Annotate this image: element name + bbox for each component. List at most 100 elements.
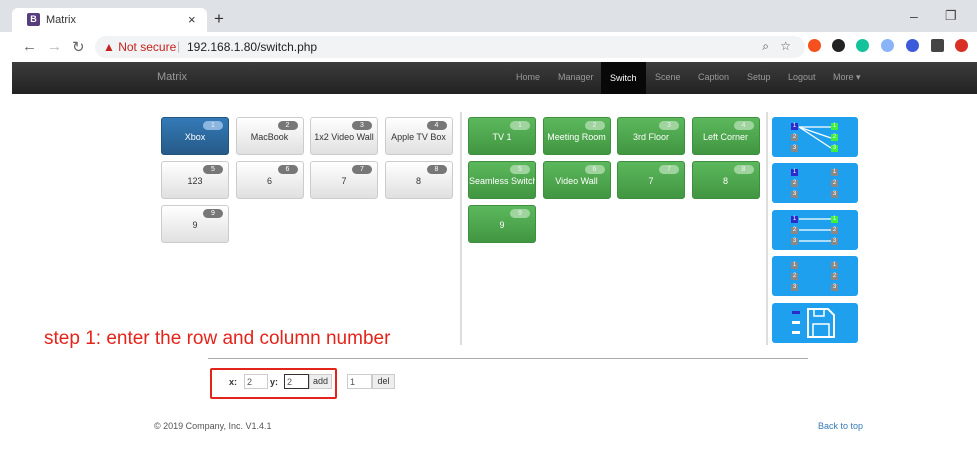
extension-icon[interactable]	[906, 39, 919, 52]
nav-home[interactable]: Home	[516, 72, 541, 82]
tile-label: 123	[187, 176, 203, 186]
tile-number-badge: 2	[584, 121, 605, 130]
profile-icon[interactable]	[955, 39, 968, 52]
step-annotation: step 1: enter the row and column number	[44, 328, 391, 349]
browser-tab[interactable]: B Matrix ×	[12, 8, 207, 32]
input-tile[interactable]: 1 Xbox	[161, 117, 229, 155]
highlight-box	[210, 368, 337, 399]
nav-caption[interactable]: Caption	[698, 72, 730, 82]
input-tile[interactable]: 3 1x2 Video Wall	[310, 117, 378, 155]
delete-index-input[interactable]	[347, 374, 372, 389]
tile-label: Xbox	[184, 132, 206, 142]
tile-label: 1x2 Video Wall	[314, 132, 374, 142]
nav-manager[interactable]: Manager	[558, 72, 594, 82]
tile-number-badge: 4	[426, 121, 447, 130]
puzzle-icon[interactable]	[931, 39, 944, 52]
tile-number-badge: 6	[584, 165, 605, 174]
grammarly-icon[interactable]	[856, 39, 869, 52]
tile-label: 8	[415, 176, 421, 186]
output-tile[interactable]: 3 3rd Floor	[617, 117, 685, 155]
tile-number-badge: 6	[277, 165, 298, 174]
navbar: Matrix Home Manager Switch Scene Caption…	[12, 62, 977, 94]
tile-label: Seamless Switch	[469, 176, 536, 186]
input-tile[interactable]: 2 MacBook	[235, 117, 304, 155]
forward-icon[interactable]: →	[47, 38, 62, 55]
input-tile[interactable]: 4 Apple TV Box	[384, 117, 453, 155]
output-tile[interactable]: 1 TV 1	[468, 117, 536, 155]
divider	[766, 112, 768, 345]
nav-switch[interactable]: Switch	[601, 62, 646, 94]
tile-label: 6	[266, 176, 272, 186]
tile-label: Left Corner	[702, 132, 749, 142]
url-bar[interactable]: ▲ Not secure | 192.168.1.80/switch.php ⌕…	[95, 36, 805, 58]
tile-number-badge: 8	[426, 165, 447, 174]
divider: |	[177, 39, 181, 53]
extension-icon[interactable]	[832, 39, 845, 52]
tile-number-badge: 5	[203, 165, 223, 174]
close-tab-icon[interactable]: ×	[188, 12, 196, 27]
tile-number-badge: 7	[352, 165, 372, 174]
x-input[interactable]	[244, 374, 268, 389]
nav-more-dropdown[interactable]: More ▾	[833, 72, 861, 82]
back-icon[interactable]: ←	[22, 38, 37, 55]
back-to-top-link[interactable]: Back to top	[818, 421, 864, 431]
y-input[interactable]	[284, 374, 309, 389]
save-icon	[792, 308, 835, 338]
tile-label: 7	[648, 176, 654, 186]
add-button[interactable]: add	[309, 374, 332, 389]
tile-label: 8	[722, 176, 728, 186]
not-secure-label[interactable]: ▲ Not secure	[103, 40, 177, 54]
tile-number-badge: 9	[203, 209, 223, 218]
divider	[208, 358, 808, 359]
delete-button[interactable]: del	[372, 374, 395, 389]
extension-icon[interactable]	[808, 39, 821, 52]
tile-label: 9	[192, 220, 198, 230]
tab-title: Matrix	[46, 14, 76, 26]
tile-label: Meeting Room	[547, 132, 606, 142]
output-tile[interactable]: 5 Seamless Switch	[468, 161, 536, 199]
url-text[interactable]: 192.168.1.80/switch.php	[187, 40, 318, 54]
tile-label: 9	[499, 220, 505, 230]
save-button[interactable]	[772, 303, 858, 343]
tile-number-badge: 1	[510, 121, 530, 130]
tile-label: Apple TV Box	[391, 132, 446, 142]
reload-icon[interactable]: ↻	[72, 39, 85, 56]
minimize-button[interactable]: –	[910, 8, 918, 24]
tile-number-badge: 7	[659, 165, 679, 174]
divider	[460, 112, 462, 345]
tile-label: Video Wall	[555, 176, 598, 186]
output-tile[interactable]: 6 Video Wall	[542, 161, 611, 199]
output-tile[interactable]: 4 Left Corner	[691, 117, 760, 155]
tile-number-badge: 8	[733, 165, 754, 174]
y-label: y:	[270, 377, 279, 387]
tile-label: 3rd Floor	[632, 132, 669, 142]
nav-setup[interactable]: Setup	[747, 72, 771, 82]
nav-logout[interactable]: Logout	[788, 72, 816, 82]
nav-scene[interactable]: Scene	[655, 72, 681, 82]
tile-number-badge: 4	[733, 121, 754, 130]
extension-icon[interactable]	[881, 39, 894, 52]
tile-label: TV 1	[492, 132, 512, 142]
brand[interactable]: Matrix	[157, 71, 187, 83]
tile-number-badge: 2	[277, 121, 298, 130]
zoom-icon[interactable]: ⌕	[762, 39, 769, 53]
output-tile[interactable]: 2 Meeting Room	[542, 117, 611, 155]
input-tile[interactable]: 5 123	[161, 161, 229, 199]
tile-number-badge: 9	[510, 209, 530, 218]
new-tab-button[interactable]: +	[214, 9, 224, 28]
x-label: x:	[229, 377, 238, 387]
maximize-button[interactable]: ❐	[945, 8, 957, 23]
tile-number-badge: 3	[659, 121, 679, 130]
star-icon[interactable]: ☆	[780, 39, 791, 53]
